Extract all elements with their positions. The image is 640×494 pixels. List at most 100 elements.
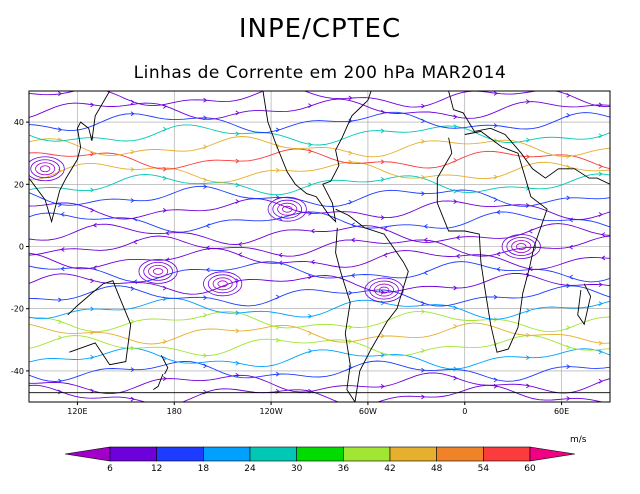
streamline-arrow <box>162 175 167 181</box>
streamline-arrow <box>162 376 167 381</box>
streamline-arrow <box>90 151 95 157</box>
streamline-arrow <box>130 319 135 325</box>
streamline-arrow <box>90 187 95 193</box>
streamline-arrow <box>598 349 603 355</box>
streamline <box>29 285 610 307</box>
streamline-arrow <box>568 274 573 280</box>
streamline-arrow <box>383 226 388 232</box>
streamline-arrow <box>130 345 135 351</box>
streamline-arrow <box>90 207 95 213</box>
streamline-arrow <box>423 237 428 243</box>
streamline-arrow <box>568 217 573 223</box>
streamline-arrow <box>130 367 135 373</box>
streamline-arrow <box>601 255 606 261</box>
streamline <box>29 211 610 233</box>
streamline-arrow <box>566 112 571 118</box>
streamline-arrow <box>380 128 385 134</box>
streamline-arrow <box>493 294 498 300</box>
circulation <box>501 234 541 259</box>
streamline-arrow <box>162 166 167 172</box>
streamline-arrow <box>493 197 498 202</box>
coastline <box>67 280 132 366</box>
streamline-arrow <box>58 335 63 341</box>
streamline-arrow <box>90 278 95 284</box>
streamline-arrow <box>383 252 388 258</box>
streamline-arrow <box>60 266 65 272</box>
streamline-arrow <box>493 317 498 322</box>
streamline-arrow <box>90 354 95 360</box>
lon-tick-label: 60E <box>554 407 569 416</box>
streamline-arrow <box>453 305 458 311</box>
coastline <box>448 91 610 185</box>
streamline-arrow <box>275 371 280 377</box>
streamline-arrow <box>235 328 240 334</box>
streamline-arrow <box>162 339 167 344</box>
streamline-arrow <box>308 210 313 216</box>
streamline-arrow <box>92 222 97 228</box>
colorbar-label: 12 <box>151 464 162 474</box>
lon-tick-label: 120W <box>259 407 282 416</box>
streamline-arrow <box>455 253 460 259</box>
colorbar-box <box>296 446 344 462</box>
streamline-arrow <box>308 330 313 336</box>
streamline-arrow <box>276 85 279 89</box>
streamline <box>29 261 610 283</box>
streamline <box>29 384 605 402</box>
streamline-arrow <box>60 211 65 217</box>
circulation <box>277 202 298 216</box>
streamline-arrow <box>453 199 458 205</box>
streamline-arrow <box>566 195 571 201</box>
lon-tick-label: 180 <box>167 407 182 416</box>
colorbar: 6 12 18 24 30 36 42 48 54 60 <box>64 446 576 474</box>
circulation <box>143 261 173 281</box>
colorbar-label: 42 <box>384 464 395 474</box>
colorbar-label: 36 <box>338 464 350 474</box>
streamline-arrow <box>203 97 208 103</box>
lon-tick-label: 0 <box>462 407 467 416</box>
streamline <box>29 91 610 108</box>
streamline-arrow <box>348 95 353 101</box>
page-title: INPE/CPTEC <box>238 14 402 44</box>
streamline <box>29 161 610 183</box>
circulation <box>506 237 537 256</box>
streamline <box>29 372 610 395</box>
colorbar-box <box>249 446 297 462</box>
circulation <box>212 277 233 291</box>
streamline <box>29 173 610 196</box>
streamline <box>29 148 610 170</box>
streamline-arrow <box>380 159 385 165</box>
streamline-arrow <box>421 348 426 354</box>
colorbar-label: 54 <box>478 464 490 474</box>
streamline-arrow <box>348 290 353 296</box>
streamline-arrow <box>130 111 135 117</box>
colorbar-label: 24 <box>244 464 256 474</box>
streamline-arrow <box>203 363 208 369</box>
streamline-arrow <box>275 337 280 343</box>
streamline-arrow <box>421 174 426 180</box>
circulation <box>35 162 56 176</box>
circulation <box>374 283 395 297</box>
colorbar-box <box>343 446 391 462</box>
streamline-arrow <box>421 301 426 306</box>
streamline-arrow <box>237 241 243 247</box>
streamline-arrow <box>380 289 385 295</box>
colorbar-box <box>203 446 251 462</box>
streamline <box>29 272 610 295</box>
coastline <box>29 91 111 224</box>
colorbar-min-arrow <box>64 446 111 462</box>
streamline-arrow <box>598 340 603 346</box>
streamline-arrow <box>453 285 458 291</box>
streamline-arrow <box>205 267 210 273</box>
streamline-arrow <box>421 191 426 196</box>
streamline-arrow <box>308 148 313 154</box>
streamline-arrow <box>421 394 426 400</box>
streamline-arrow <box>203 177 208 183</box>
streamline-arrow <box>350 237 356 243</box>
streamline-arrow <box>203 144 208 150</box>
streamline-arrow <box>58 297 63 303</box>
streamline <box>29 297 610 320</box>
circulation <box>267 196 307 222</box>
streamline-arrow <box>133 239 138 245</box>
streamline-arrow <box>526 383 531 389</box>
coastline <box>577 283 592 326</box>
